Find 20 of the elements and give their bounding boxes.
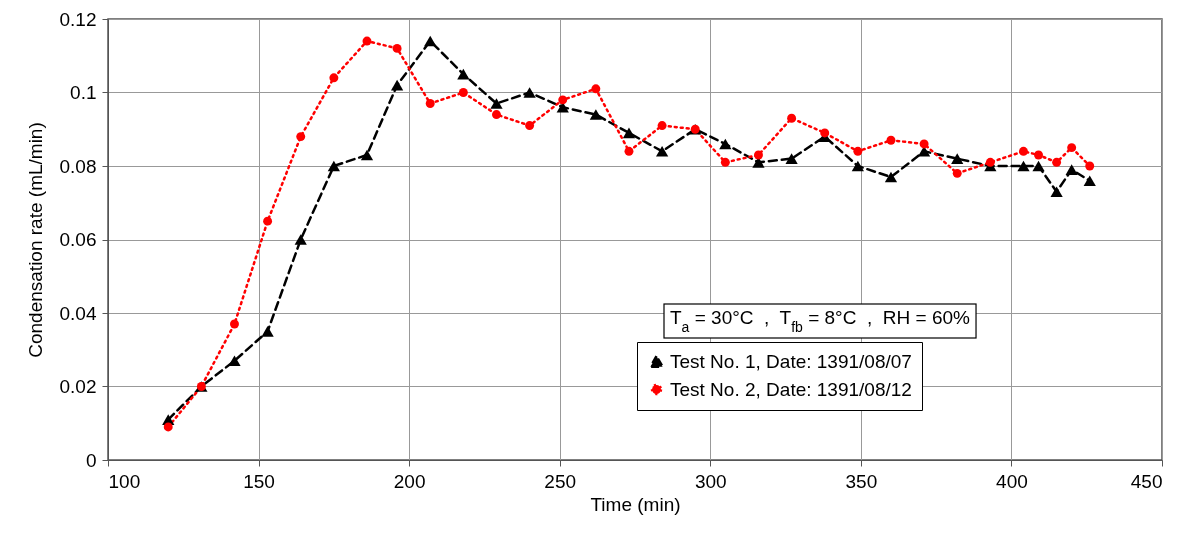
x-tick-label: 400 xyxy=(996,470,1028,492)
x-tick-label: 100 xyxy=(108,470,141,492)
annotation: T$_{a}$ = 30°C , T$_{fb}$ = 8°C , RH = 60% xyxy=(670,307,971,335)
x-axis-title: Time (min) xyxy=(590,493,681,515)
x-tick-label: 350 xyxy=(845,470,878,492)
legend-label: Test No. 2, Date: 1391/08/12 xyxy=(670,378,912,400)
y-tick-label: 0 xyxy=(85,449,97,471)
x-tick-label: 250 xyxy=(544,470,577,492)
y-tick-label: 0.1 xyxy=(70,82,97,103)
y-tick-label: 0.12 xyxy=(59,8,97,30)
y-tick-label: 0.06 xyxy=(59,229,97,250)
y-tick-label: 0.04 xyxy=(59,302,97,324)
x-tick-label: 150 xyxy=(243,470,275,492)
x-tick-label: 450 xyxy=(1130,470,1163,492)
y-tick-label: 0.02 xyxy=(59,376,97,397)
x-tick-label: 300 xyxy=(694,470,727,492)
x-tick-label: 200 xyxy=(393,470,426,492)
legend-label: Test No. 1, Date: 1391/08/07 xyxy=(670,350,912,372)
y-axis-title: Condensation rate (mL/min) xyxy=(24,122,46,358)
y-tick-label: 0.08 xyxy=(59,155,97,177)
